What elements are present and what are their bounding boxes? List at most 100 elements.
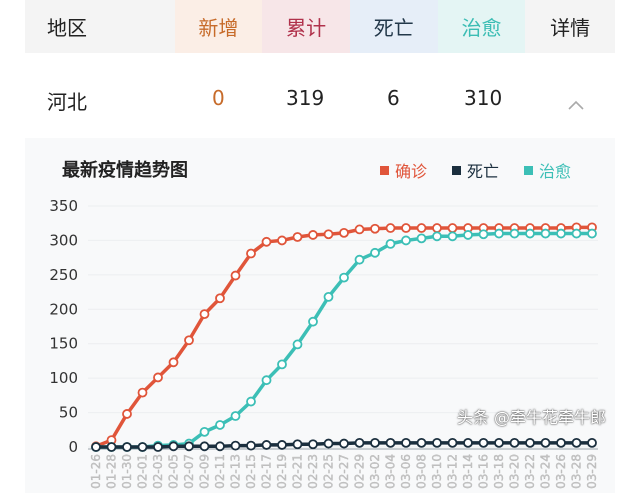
data-point[interactable]: [509, 228, 520, 239]
data-point[interactable]: [292, 232, 303, 242]
table-row-hebei[interactable]: 河北 0 319 6 310: [25, 72, 615, 128]
data-point[interactable]: [292, 439, 303, 450]
data-point[interactable]: [230, 411, 241, 421]
header-5[interactable]: 详情: [525, 0, 615, 53]
data-point[interactable]: [261, 375, 272, 386]
data-point[interactable]: [432, 223, 442, 233]
data-point[interactable]: [339, 272, 349, 283]
data-point[interactable]: [199, 309, 210, 320]
data-point[interactable]: [153, 442, 163, 452]
data-point[interactable]: [556, 228, 566, 239]
data-point[interactable]: [323, 438, 334, 449]
data-point[interactable]: [571, 228, 582, 239]
data-point[interactable]: [354, 254, 365, 265]
legend-item-deaths[interactable]: 死亡: [452, 158, 499, 182]
cured-count: 310: [464, 86, 503, 110]
header-1[interactable]: 新增: [174, 0, 263, 53]
data-point[interactable]: [416, 233, 427, 244]
data-point[interactable]: [370, 223, 380, 234]
data-point[interactable]: [478, 229, 489, 240]
data-point[interactable]: [122, 442, 132, 452]
data-point[interactable]: [230, 440, 241, 451]
data-point[interactable]: [246, 440, 256, 451]
data-point[interactable]: [416, 437, 427, 448]
data-point[interactable]: [416, 223, 427, 233]
data-point[interactable]: [385, 238, 396, 249]
data-point[interactable]: [354, 437, 365, 448]
data-point[interactable]: [323, 291, 334, 302]
data-point[interactable]: [339, 227, 349, 238]
data-point[interactable]: [323, 229, 334, 240]
data-point[interactable]: [308, 439, 318, 450]
data-point[interactable]: [91, 442, 101, 452]
data-point[interactable]: [478, 437, 489, 448]
header-4[interactable]: 治愈: [437, 0, 526, 53]
x-tick-label: 03-04: [384, 454, 398, 489]
data-point[interactable]: [401, 437, 411, 448]
data-point[interactable]: [277, 359, 287, 370]
data-point[interactable]: [184, 335, 194, 346]
data-point[interactable]: [137, 387, 148, 398]
legend-item-confirmed[interactable]: 确诊: [380, 158, 427, 182]
data-point[interactable]: [246, 248, 256, 259]
data-point[interactable]: [168, 441, 179, 452]
header-3[interactable]: 死亡: [349, 0, 438, 53]
data-point[interactable]: [277, 440, 287, 450]
data-point[interactable]: [308, 230, 318, 240]
data-point[interactable]: [215, 420, 225, 430]
data-point[interactable]: [230, 270, 241, 281]
data-point[interactable]: [463, 230, 473, 240]
data-point[interactable]: [571, 437, 582, 448]
data-point[interactable]: [215, 293, 225, 304]
data-point[interactable]: [385, 223, 396, 233]
data-point[interactable]: [184, 441, 194, 452]
data-point[interactable]: [292, 339, 303, 350]
data-point[interactable]: [525, 228, 535, 239]
data-point[interactable]: [494, 228, 504, 239]
data-point[interactable]: [556, 437, 566, 448]
data-point[interactable]: [199, 441, 210, 452]
x-tick-label: 01-30: [120, 454, 134, 489]
data-point[interactable]: [246, 396, 256, 407]
data-point[interactable]: [339, 438, 349, 449]
data-point[interactable]: [308, 316, 318, 327]
data-point[interactable]: [587, 437, 597, 448]
data-point[interactable]: [494, 437, 504, 448]
data-point[interactable]: [463, 437, 473, 448]
data-point[interactable]: [432, 437, 442, 448]
data-point[interactable]: [385, 437, 396, 448]
table-header: 地区 新增 累计 死亡 治愈 详情: [25, 0, 615, 53]
data-point[interactable]: [509, 437, 520, 448]
header-0[interactable]: 地区: [25, 0, 175, 53]
data-point[interactable]: [199, 426, 210, 437]
data-point[interactable]: [401, 235, 411, 246]
legend-swatch-confirmed: [380, 165, 389, 175]
data-point[interactable]: [525, 437, 535, 448]
data-point[interactable]: [277, 235, 287, 246]
data-point[interactable]: [447, 231, 458, 242]
data-point[interactable]: [106, 442, 117, 452]
data-point[interactable]: [447, 437, 458, 448]
data-point[interactable]: [432, 231, 442, 242]
data-point[interactable]: [215, 441, 225, 452]
data-point[interactable]: [153, 372, 163, 383]
legend-item-cured[interactable]: 治愈: [524, 158, 571, 182]
data-point[interactable]: [261, 440, 272, 450]
data-point[interactable]: [370, 437, 380, 448]
data-point[interactable]: [261, 236, 272, 247]
data-point[interactable]: [401, 223, 411, 233]
data-point[interactable]: [168, 357, 179, 368]
data-point[interactable]: [354, 224, 365, 235]
data-point[interactable]: [447, 223, 458, 233]
data-point[interactable]: [540, 228, 551, 239]
x-tick-label: 03-02: [368, 454, 382, 489]
header-2[interactable]: 累计: [262, 0, 350, 53]
data-point[interactable]: [370, 247, 380, 258]
data-point[interactable]: [137, 442, 148, 452]
y-tick-label: 0: [68, 438, 78, 456]
data-point[interactable]: [587, 228, 597, 239]
data-point[interactable]: [540, 437, 551, 448]
data-point[interactable]: [122, 409, 132, 419]
chevron-up-icon[interactable]: [567, 92, 585, 116]
